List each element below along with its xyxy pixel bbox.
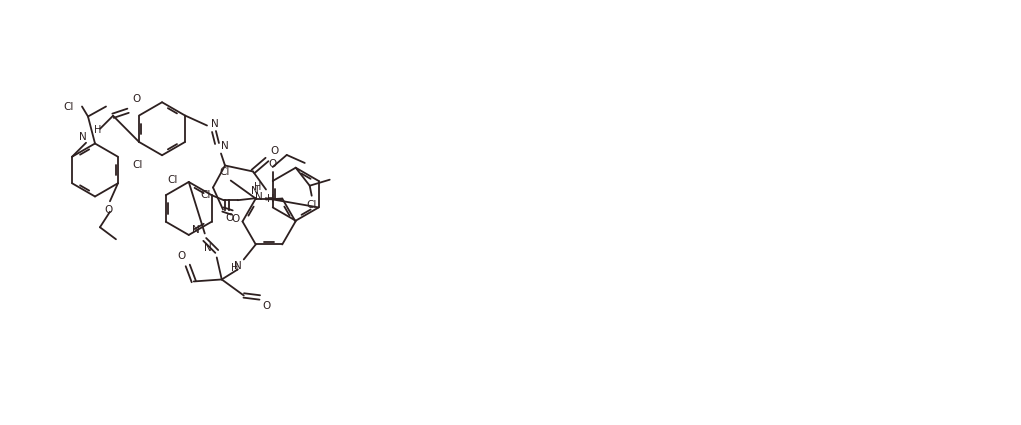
Text: H: H [232, 264, 239, 273]
Text: N: N [80, 132, 87, 142]
Text: Cl: Cl [306, 200, 317, 210]
Text: H: H [253, 182, 261, 192]
Text: H: H [94, 125, 101, 135]
Text: Cl: Cl [220, 167, 230, 176]
Text: O: O [105, 205, 113, 215]
Text: N: N [204, 244, 211, 253]
Text: O: O [178, 252, 186, 261]
Text: Cl: Cl [132, 160, 142, 170]
Text: O: O [270, 145, 279, 156]
Text: O: O [269, 159, 277, 169]
Text: N: N [192, 225, 200, 235]
Text: O: O [262, 301, 271, 312]
Text: N: N [251, 186, 258, 196]
Text: Cl: Cl [63, 102, 74, 111]
Text: O: O [226, 213, 234, 223]
Text: O: O [132, 94, 140, 104]
Text: H: H [268, 193, 275, 204]
Text: N: N [255, 192, 263, 201]
Text: Cl: Cl [200, 190, 211, 199]
Text: N: N [234, 261, 242, 272]
Text: O: O [231, 213, 239, 224]
Text: N: N [211, 119, 218, 128]
Text: N: N [221, 141, 229, 150]
Text: Cl: Cl [167, 175, 179, 185]
